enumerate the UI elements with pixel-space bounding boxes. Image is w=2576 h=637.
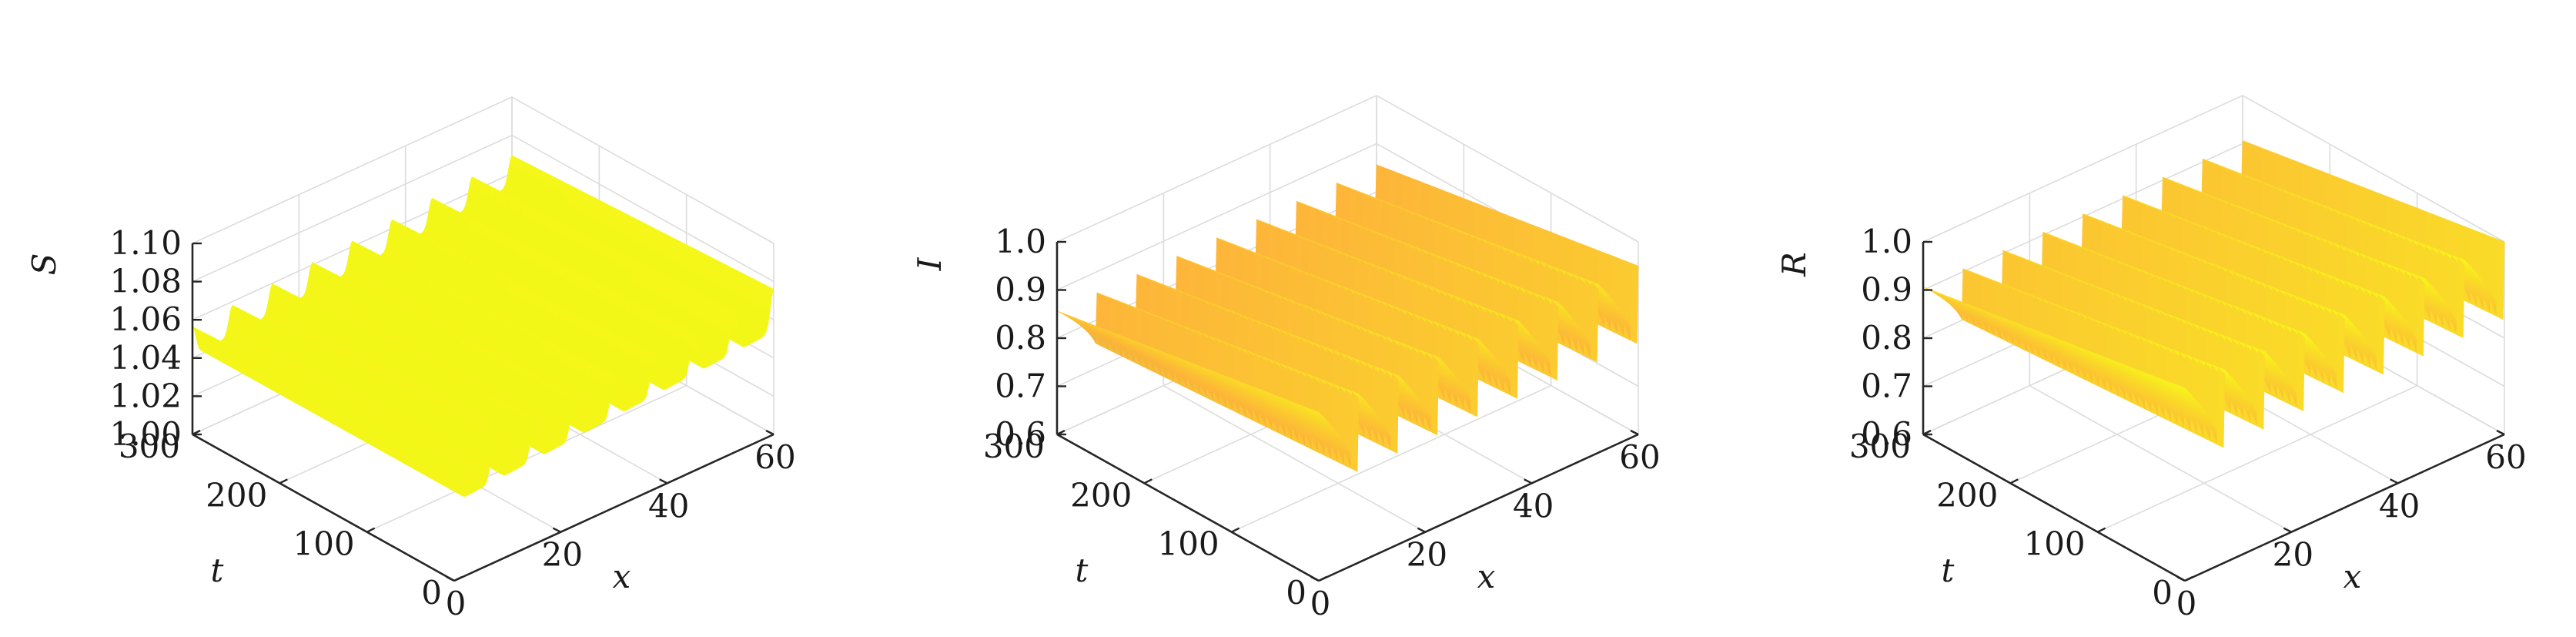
- surface: [192, 155, 774, 497]
- panel-S: 020406001002003001.001.021.041.061.081.1…: [25, 96, 796, 622]
